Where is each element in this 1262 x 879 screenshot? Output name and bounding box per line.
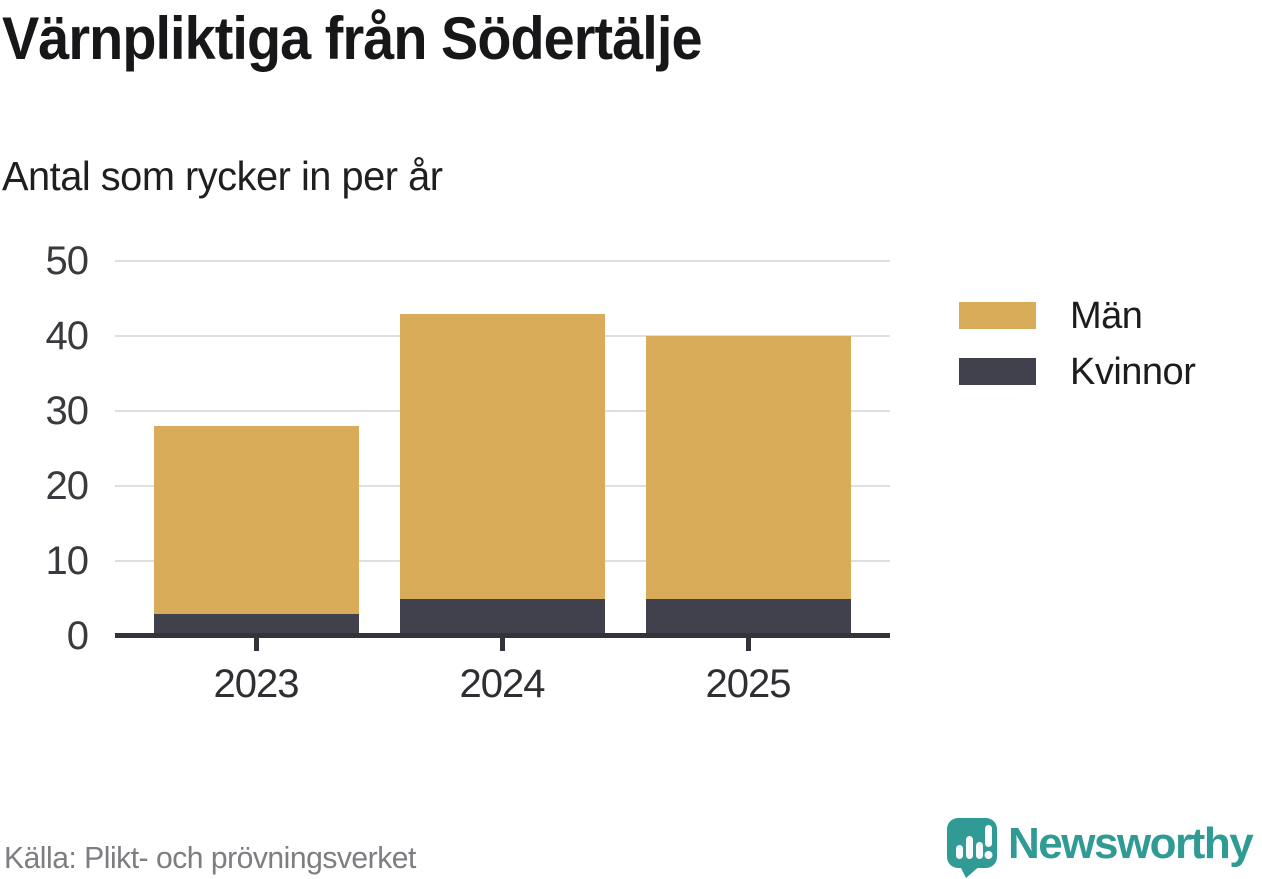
bar-segment-kvinnor-2025 [645,598,851,636]
gridline [115,260,890,262]
chart-subtitle: Antal som rycker in per år [2,153,443,199]
x-axis-line [115,633,890,638]
x-axis-tick [746,638,751,651]
bar-segment-män-2024 [399,313,605,599]
bar-segment-män-2023 [153,426,359,614]
legend-swatch-kvinnor [959,358,1036,385]
x-axis-tick [254,638,259,651]
y-axis-tick-label: 20 [45,464,90,508]
newsworthy-logo-icon [947,818,997,878]
y-axis-tick-label: 40 [45,314,90,358]
legend-label-män: Män [1070,295,1143,337]
page-title: Värnpliktiga från Södertälje [2,5,702,72]
x-axis-tick-label: 2025 [705,662,792,706]
bar-segment-män-2025 [645,336,851,599]
bar-segment-kvinnor-2024 [399,598,605,636]
y-axis-tick-label: 10 [45,539,90,583]
x-axis-tick [500,638,505,651]
brand-name: Newsworthy [1008,819,1254,868]
x-axis-tick-label: 2024 [459,662,546,706]
legend-label-kvinnor: Kvinnor [1070,351,1196,393]
legend-swatch-män [959,302,1036,329]
x-axis-tick-label: 2023 [213,662,300,706]
y-axis-tick-label: 30 [45,389,90,433]
source-note: Källa: Plikt- och prövningsverket [4,840,416,875]
bar-segment-kvinnor-2023 [153,613,359,636]
y-axis-tick-label: 50 [45,239,90,283]
y-axis-tick-label: 0 [66,614,89,658]
